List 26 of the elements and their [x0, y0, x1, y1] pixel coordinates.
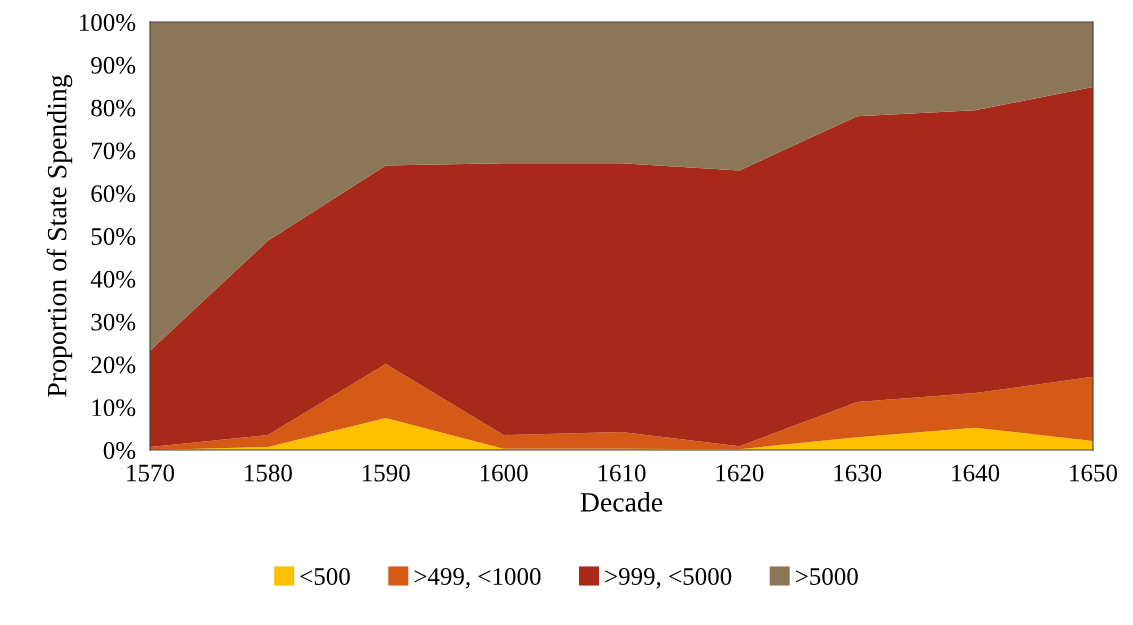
x-tick-label: 1590 — [362, 464, 410, 482]
x-tick-label: 1630 — [834, 464, 882, 482]
y-tick-label: 20% — [91, 356, 136, 374]
legend-label: <500 — [300, 568, 350, 585]
x-tick-label: 1600 — [480, 464, 528, 482]
y-tick-label: 80% — [91, 99, 136, 117]
x-axis-title: Decade — [580, 492, 663, 512]
y-tick-label: 60% — [91, 185, 136, 203]
x-tick-label: 1610 — [598, 464, 646, 482]
x-tick-label: 1580 — [245, 464, 292, 482]
legend-label: >5000 — [795, 568, 858, 585]
x-tick-label: 1620 — [716, 464, 764, 482]
y-tick-label: 50% — [91, 228, 136, 245]
x-tick-label: 1640 — [952, 464, 1000, 482]
x-tick-label: 1570 — [127, 464, 175, 482]
y-tick-label: 90% — [91, 56, 136, 74]
y-tick-label: 70% — [91, 142, 136, 160]
legend-label: >499, <1000 — [414, 568, 541, 589]
y-tick-label: 40% — [90, 270, 136, 288]
x-tick-label: 1650 — [1070, 464, 1118, 482]
y-tick-label: 100% — [79, 14, 136, 31]
y-tick-label: 30% — [91, 313, 136, 331]
y-tick-label: 10% — [92, 399, 136, 417]
legend-label: >999, <5000 — [605, 568, 732, 589]
y-axis-title: Proportion of State Spending — [46, 74, 73, 397]
y-tick-label: 0% — [103, 442, 136, 459]
